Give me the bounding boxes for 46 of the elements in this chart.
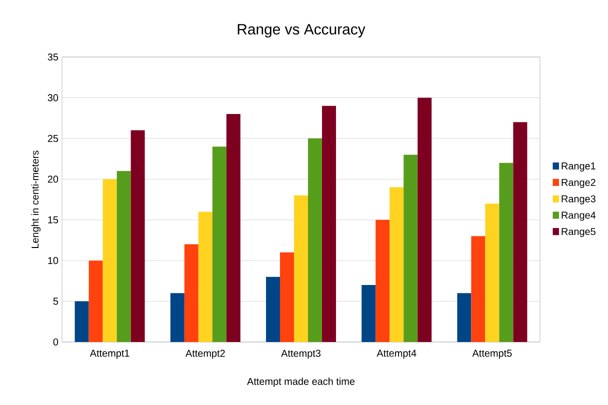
bar — [322, 106, 336, 342]
bar — [212, 146, 226, 342]
x-tick-label: Attempt5 — [472, 350, 512, 359]
bar — [198, 212, 212, 342]
bar — [457, 293, 472, 342]
x-tick-label: Attempt3 — [281, 350, 321, 359]
chart-title: Range vs Accuracy — [238, 24, 366, 38]
bar — [170, 293, 184, 342]
y-tick-label: 15 — [48, 216, 58, 224]
legend-label: Range4 — [562, 212, 596, 221]
bar — [130, 130, 145, 342]
bar — [376, 220, 390, 342]
legend-label: Range2 — [562, 178, 596, 188]
legend-label: Range3 — [562, 195, 596, 204]
y-tick-label: 20 — [48, 176, 58, 183]
y-tick-label: 30 — [48, 94, 58, 102]
bar — [116, 170, 131, 342]
bar — [390, 187, 404, 342]
bar — [226, 114, 240, 342]
x-tick-label: Attempt2 — [185, 350, 225, 359]
x-tick-label: Attempt4 — [376, 350, 416, 359]
bar — [404, 154, 418, 342]
legend-label: Range5 — [562, 228, 596, 238]
bar — [266, 276, 280, 342]
x-tick-label: Attempt1 — [90, 350, 130, 359]
bar — [294, 195, 308, 342]
bar — [184, 244, 198, 342]
bar — [513, 122, 528, 342]
y-tick-label: 35 — [48, 53, 58, 61]
bar — [471, 236, 486, 342]
legend-label: Range1 — [562, 162, 596, 172]
bar — [418, 98, 432, 342]
bar — [485, 204, 500, 342]
bar — [74, 301, 89, 342]
y-axis-title: Lenght in centi-meters — [31, 150, 41, 248]
bar — [362, 285, 376, 342]
bar — [280, 252, 294, 342]
y-tick-label: 10 — [48, 257, 58, 264]
bar — [499, 162, 514, 342]
bar — [102, 179, 117, 342]
y-tick-label: 0 — [53, 338, 58, 346]
bar — [88, 260, 103, 342]
y-tick-label: 25 — [48, 134, 58, 142]
x-axis-title: Attempt made each time — [247, 378, 355, 387]
y-tick-label: 5 — [53, 298, 58, 305]
bar — [308, 138, 322, 342]
